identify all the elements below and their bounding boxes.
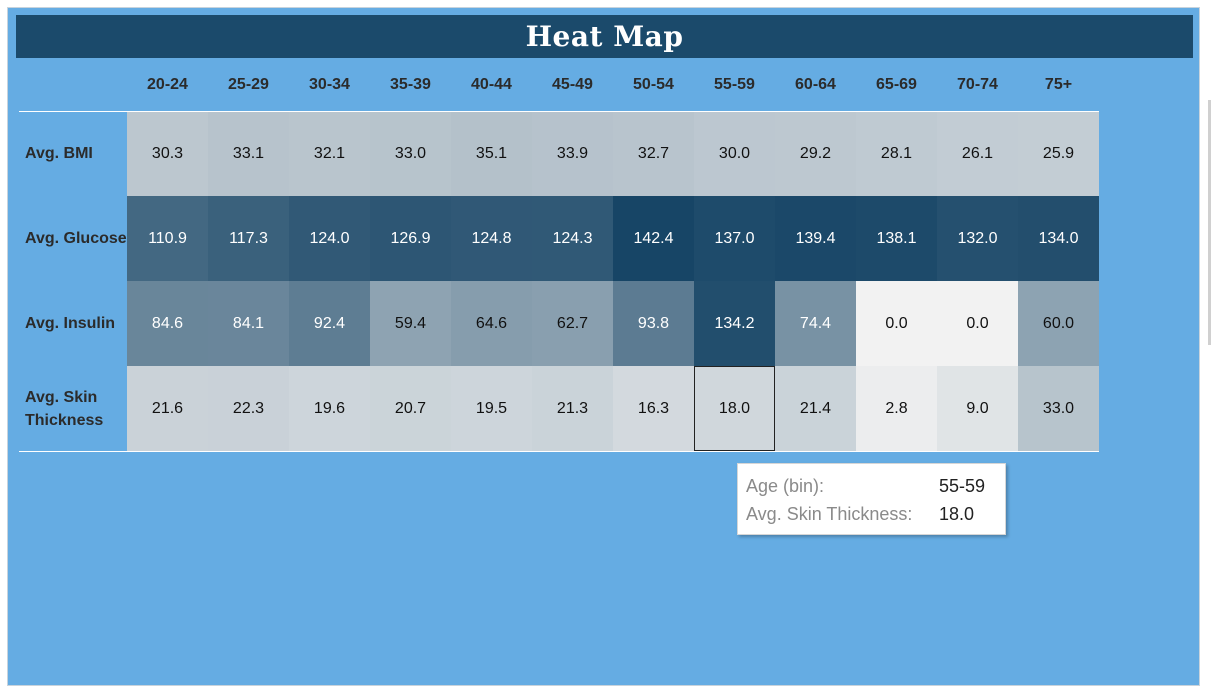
heatmap-cell[interactable]: 0.0 xyxy=(937,281,1018,366)
heatmap-cell[interactable]: 22.3 xyxy=(208,366,289,451)
column-header-35-39: 35-39 xyxy=(390,76,431,93)
heatmap-cell[interactable]: 16.3 xyxy=(613,366,694,451)
heatmap-cell[interactable]: 142.4 xyxy=(613,196,694,281)
tooltip-row-age: Age (bin): 55-59 xyxy=(746,476,993,500)
heatmap-cell[interactable]: 19.5 xyxy=(451,366,532,451)
column-header-50-54: 50-54 xyxy=(633,76,674,93)
column-header-60-64: 60-64 xyxy=(795,76,836,93)
heatmap-cell[interactable]: 84.1 xyxy=(208,281,289,366)
column-header-20-24: 20-24 xyxy=(147,76,188,93)
heatmap-cell[interactable]: 9.0 xyxy=(937,366,1018,451)
heatmap-cell[interactable]: 60.0 xyxy=(1018,281,1099,366)
heatmap-cell[interactable]: 21.4 xyxy=(775,366,856,451)
heatmap-cell[interactable]: 126.9 xyxy=(370,196,451,281)
heatmap-cell[interactable]: 28.1 xyxy=(856,111,937,196)
tooltip-label-age: Age (bin): xyxy=(746,476,825,496)
heatmap-cell[interactable]: 134.0 xyxy=(1018,196,1099,281)
heatmap-cell[interactable]: 32.1 xyxy=(289,111,370,196)
heatmap-cell[interactable]: 124.3 xyxy=(532,196,613,281)
heatmap-cell[interactable]: 137.0 xyxy=(694,196,775,281)
row-header-4: Avg. Skin Thickness xyxy=(25,388,104,429)
heatmap-cell[interactable]: 92.4 xyxy=(289,281,370,366)
tooltip-value-age: 55-59 xyxy=(939,476,986,496)
chart-title: Heat Map xyxy=(525,20,684,53)
heatmap-cell[interactable]: 33.9 xyxy=(532,111,613,196)
heatmap-cell[interactable]: 139.4 xyxy=(775,196,856,281)
heatmap-cell[interactable]: 33.1 xyxy=(208,111,289,196)
scrollbar-edge[interactable] xyxy=(1208,100,1211,345)
heatmap-cell[interactable]: 59.4 xyxy=(370,281,451,366)
heatmap-cell[interactable]: 35.1 xyxy=(451,111,532,196)
heatmap-cell[interactable]: 2.8 xyxy=(856,366,937,451)
row-header-1: Avg. BMI xyxy=(25,145,93,162)
column-header-45-49: 45-49 xyxy=(552,76,593,93)
column-header-70-74: 70-74 xyxy=(957,76,998,93)
heatmap-cell[interactable]: 33.0 xyxy=(370,111,451,196)
heatmap-cell[interactable]: 62.7 xyxy=(532,281,613,366)
heatmap-cell[interactable]: 25.9 xyxy=(1018,111,1099,196)
tooltip-row-metric: Avg. Skin Thickness: 18.0 xyxy=(746,504,993,528)
heatmap-cell[interactable]: 33.0 xyxy=(1018,366,1099,451)
heatmap-cell[interactable]: 21.6 xyxy=(127,366,208,451)
heatmap-cell[interactable]: 74.4 xyxy=(775,281,856,366)
heatmap-cell[interactable]: 134.2 xyxy=(694,281,775,366)
column-header-55-59: 55-59 xyxy=(714,76,755,93)
title-bar: Heat Map xyxy=(16,15,1193,58)
column-header-40-44: 40-44 xyxy=(471,76,512,93)
heatmap-cell[interactable]: 29.2 xyxy=(775,111,856,196)
heatmap-cell[interactable]: 117.3 xyxy=(208,196,289,281)
heatmap-cell[interactable]: 26.1 xyxy=(937,111,1018,196)
heatmap-cell[interactable]: 19.6 xyxy=(289,366,370,451)
heatmap-cell[interactable]: 32.7 xyxy=(613,111,694,196)
heatmap-cell[interactable]: 138.1 xyxy=(856,196,937,281)
heatmap-cell[interactable]: 30.0 xyxy=(694,111,775,196)
row-header-2: Avg. Glucose xyxy=(25,230,127,247)
heatmap-cell[interactable]: 18.0 xyxy=(694,366,775,451)
row-header-3: Avg. Insulin xyxy=(25,315,116,332)
heatmap-cell[interactable]: 21.3 xyxy=(532,366,613,451)
heatmap-cell[interactable]: 132.0 xyxy=(937,196,1018,281)
column-header-30-34: 30-34 xyxy=(309,76,350,93)
heatmap-cell[interactable]: 124.0 xyxy=(289,196,370,281)
tooltip: Age (bin): 55-59 Avg. Skin Thickness: 18… xyxy=(737,463,1006,535)
heatmap-cell[interactable]: 64.6 xyxy=(451,281,532,366)
heatmap-cell[interactable]: 0.0 xyxy=(856,281,937,366)
heatmap-cell[interactable]: 110.9 xyxy=(127,196,208,281)
header-divider xyxy=(19,111,1099,112)
bottom-divider xyxy=(19,451,1099,452)
column-header-75plus: 75+ xyxy=(1044,76,1073,93)
heatmap-cell[interactable]: 20.7 xyxy=(370,366,451,451)
heatmap-cell[interactable]: 93.8 xyxy=(613,281,694,366)
tooltip-label-metric: Avg. Skin Thickness: xyxy=(746,504,913,524)
column-header-25-29: 25-29 xyxy=(228,76,269,93)
heatmap-cell[interactable]: 84.6 xyxy=(127,281,208,366)
heatmap-cell[interactable]: 30.3 xyxy=(127,111,208,196)
column-header-65-69: 65-69 xyxy=(876,76,917,93)
heatmap-cell[interactable]: 124.8 xyxy=(451,196,532,281)
tooltip-value-metric: 18.0 xyxy=(939,504,975,524)
